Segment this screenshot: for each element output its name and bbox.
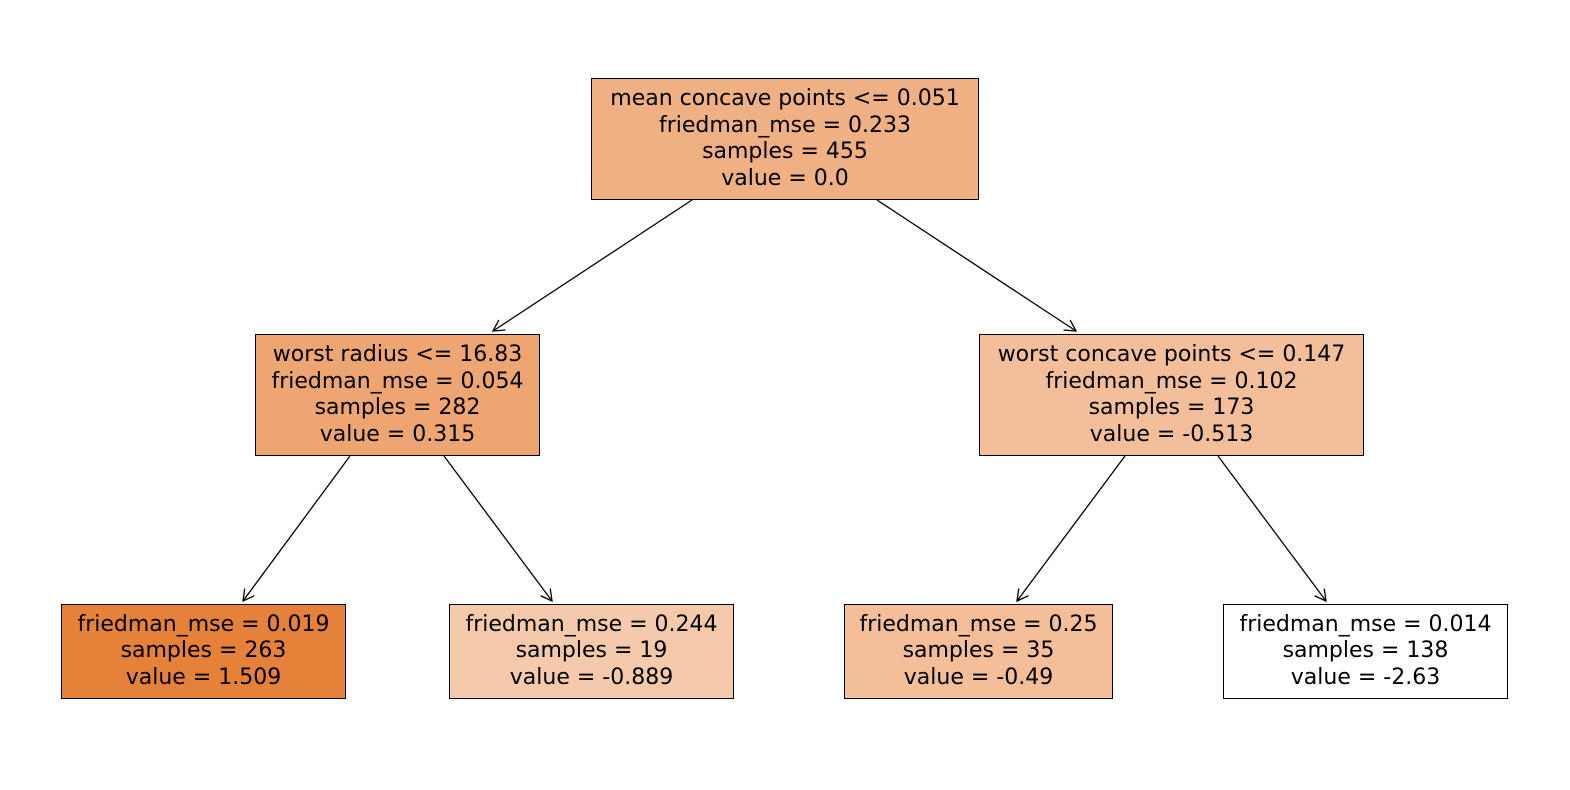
tree-leaf-right-left: friedman_mse = 0.25 samples = 35 value =… — [844, 604, 1113, 699]
node-samples: samples = 35 — [902, 638, 1055, 664]
edge-left-to-left-right — [443, 455, 553, 603]
node-friedman-mse: friedman_mse = 0.014 — [1239, 611, 1492, 637]
node-value: value = -0.889 — [509, 664, 674, 690]
node-split-condition: worst concave points <= 0.147 — [997, 342, 1346, 367]
node-value: value = -0.49 — [903, 664, 1054, 690]
tree-node-right: worst concave points <= 0.147 friedman_m… — [979, 334, 1364, 456]
node-friedman-mse: friedman_mse = 0.233 — [658, 112, 912, 138]
edge-left-to-left-left — [242, 455, 351, 603]
node-value: value = -0.513 — [1089, 421, 1254, 447]
node-samples: samples = 19 — [515, 638, 668, 664]
node-split-condition: worst radius <= 16.83 — [272, 342, 523, 367]
node-value: value = 0.315 — [319, 421, 476, 447]
node-samples: samples = 138 — [1282, 638, 1449, 664]
node-split-condition: mean concave points <= 0.051 — [610, 86, 960, 111]
node-samples: samples = 263 — [120, 638, 287, 664]
node-friedman-mse: friedman_mse = 0.102 — [1045, 368, 1298, 394]
edge-right-to-right-left — [1016, 455, 1126, 603]
edge-right-to-right-right — [1217, 455, 1327, 603]
node-samples: samples = 455 — [702, 139, 868, 164]
node-friedman-mse: friedman_mse = 0.019 — [77, 611, 330, 637]
node-friedman-mse: friedman_mse = 0.244 — [465, 611, 718, 637]
node-value: value = -2.63 — [1290, 664, 1441, 690]
tree-leaf-left-right: friedman_mse = 0.244 samples = 19 value … — [449, 604, 734, 699]
tree-node-left: worst radius <= 16.83 friedman_mse = 0.0… — [255, 334, 540, 456]
tree-leaf-right-right: friedman_mse = 0.014 samples = 138 value… — [1223, 604, 1508, 699]
tree-leaf-left-left: friedman_mse = 0.019 samples = 263 value… — [61, 604, 346, 699]
node-friedman-mse: friedman_mse = 0.25 — [859, 611, 1098, 637]
node-value: value = 0.0 — [721, 165, 849, 191]
edge-root-to-left — [491, 199, 693, 332]
node-samples: samples = 282 — [314, 395, 481, 420]
node-value: value = 1.509 — [125, 664, 282, 690]
node-friedman-mse: friedman_mse = 0.054 — [271, 368, 524, 394]
node-samples: samples = 173 — [1088, 395, 1255, 420]
edge-root-to-right — [876, 199, 1078, 332]
tree-node-root: mean concave points <= 0.051 friedman_ms… — [591, 78, 979, 200]
